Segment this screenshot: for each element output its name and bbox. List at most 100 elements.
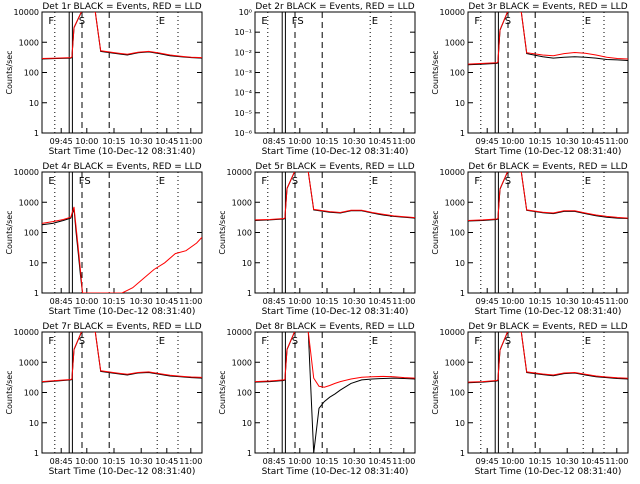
x-tick-label: 10:15 — [102, 297, 125, 306]
event-marker-label: E — [585, 16, 591, 27]
series-events-line — [468, 12, 628, 66]
y-tick-label: 10 — [29, 419, 39, 428]
series-lld-line — [468, 12, 628, 65]
panel-title: Det 2r BLACK = Events, RED = LLD — [255, 2, 414, 12]
panel-9: Det 9r BLACK = Events, RED = LLD 1 10 100 10… — [431, 322, 629, 477]
y-tick-label: 10000 — [14, 8, 39, 17]
y-tick-label: 1 — [247, 449, 252, 458]
panel-7: Det 7r BLACK = Events, RED = LLD 1 10 100 10… — [5, 322, 203, 477]
event-marker-label: S — [79, 336, 85, 347]
event-marker-label: F — [474, 16, 480, 27]
x-tick-label: 11:00 — [392, 457, 415, 466]
x-tick-label: 08:45 — [50, 297, 73, 306]
y-tick-label: 100 — [24, 229, 39, 238]
y-axis-label: Counts/sec — [431, 210, 440, 254]
x-tick-label: 10:00 — [75, 457, 98, 466]
x-tick-label: 10:15 — [102, 457, 125, 466]
x-tick-label: 10:15 — [102, 137, 125, 146]
event-marker-label: F — [261, 176, 267, 187]
x-tick-label: 09:45 — [476, 297, 499, 306]
event-marker-label: F — [48, 16, 54, 27]
x-tick-label: 10:30 — [343, 297, 366, 306]
y-tick-label: 100 — [24, 69, 39, 78]
x-tick-label: 10:30 — [130, 297, 153, 306]
x-tick-label: 10:15 — [528, 457, 551, 466]
y-axis-label: Counts/sec — [5, 50, 14, 94]
y-tick-label: 100 — [237, 389, 252, 398]
y-tick-label: 1000 — [19, 198, 39, 207]
event-marker-label: E — [372, 16, 378, 27]
y-tick-label: 100 — [450, 389, 465, 398]
series-events-line — [468, 172, 628, 222]
panel-title: Det 9r BLACK = Events, RED = LLD — [468, 322, 627, 332]
y-tick-label: 100 — [237, 229, 252, 238]
panel-1: Det 1r BLACK = Events, RED = LLD 1 10 100 10… — [5, 2, 203, 157]
series-lld-line — [42, 12, 202, 59]
y-tick-label: 10000 — [227, 168, 252, 177]
series-events-line — [42, 12, 202, 60]
event-marker-label: F — [474, 336, 480, 347]
panel-title: Det 6r BLACK = Events, RED = LLD — [468, 162, 627, 172]
y-tick-label: 1000 — [232, 358, 252, 367]
event-marker-label: FS — [292, 16, 304, 27]
series-events-line — [42, 208, 83, 293]
panel-4: Det 4r BLACK = Events, RED = LLD 1 10 100 10… — [5, 162, 203, 317]
x-tick-label: 11:00 — [392, 137, 415, 146]
y-tick-label: 1000 — [19, 38, 39, 47]
x-axis-label: Start Time (10-Dec-12 08:31:40) — [49, 307, 196, 317]
y-tick-label: 100 — [24, 389, 39, 398]
event-marker-label: S — [505, 336, 511, 347]
event-marker-label: E — [159, 176, 165, 187]
event-marker-label: E — [159, 336, 165, 347]
event-marker-label: F — [261, 336, 267, 347]
y-axis-label: Counts/sec — [5, 370, 14, 414]
event-marker-label: S — [292, 176, 298, 187]
y-tick-label: 1 — [247, 289, 252, 298]
x-tick-label: 10:30 — [130, 457, 153, 466]
y-tick-label: 10 — [242, 419, 252, 428]
x-tick-label: 11:00 — [605, 137, 628, 146]
x-tick-label: 10:45 — [155, 457, 178, 466]
x-tick-label: 10:00 — [75, 137, 98, 146]
x-tick-label: 10:00 — [288, 457, 311, 466]
x-tick-label: 10:30 — [556, 457, 579, 466]
y-axis-label: Counts/sec — [218, 370, 227, 414]
x-tick-label: 10:00 — [288, 137, 311, 146]
y-axis-label: Counts/sec — [431, 50, 440, 94]
y-tick-label: 10⁻² — [234, 48, 252, 57]
panel-3: Det 3r BLACK = Events, RED = LLD 1 10 100 10… — [431, 2, 629, 157]
x-tick-label: 10:00 — [501, 297, 524, 306]
y-axis-label: Counts/sec — [218, 210, 227, 254]
x-tick-label: 10:45 — [155, 297, 178, 306]
x-tick-label: 11:00 — [179, 137, 202, 146]
x-tick-label: 10:45 — [368, 137, 391, 146]
x-tick-label: 10:30 — [130, 137, 153, 146]
y-axis-label: Counts/sec — [5, 210, 14, 254]
x-tick-label: 09:45 — [476, 137, 499, 146]
x-tick-label: 10:30 — [343, 137, 366, 146]
y-tick-label: 1 — [34, 289, 39, 298]
y-tick-label: 1 — [34, 129, 39, 138]
series-lld-line — [468, 332, 628, 383]
y-axis-label: Counts/sec — [431, 370, 440, 414]
x-tick-label: 10:45 — [581, 297, 604, 306]
y-tick-label: 1000 — [232, 198, 252, 207]
y-tick-label: 10⁻³ — [234, 69, 252, 78]
panel-title: Det 5r BLACK = Events, RED = LLD — [255, 162, 414, 172]
y-tick-label: 1000 — [445, 358, 465, 367]
y-tick-label: 10 — [29, 259, 39, 268]
y-tick-label: 10⁻⁵ — [234, 109, 252, 118]
y-tick-label: 1000 — [445, 38, 465, 47]
series-events-line — [42, 332, 202, 383]
x-tick-label: 08:45 — [263, 297, 286, 306]
panel-8: Det 8r BLACK = Events, RED = LLD 1 10 100 10… — [218, 322, 416, 477]
event-marker-label: FS — [79, 176, 91, 187]
x-tick-label: 09:45 — [476, 457, 499, 466]
y-tick-label: 1000 — [445, 198, 465, 207]
x-axis-label: Start Time (10-Dec-12 08:31:40) — [262, 307, 409, 317]
x-axis-label: Start Time (10-Dec-12 08:31:40) — [475, 307, 622, 317]
y-tick-label: 10000 — [440, 168, 465, 177]
y-tick-label: 10000 — [14, 328, 39, 337]
series-events-line — [468, 332, 628, 384]
